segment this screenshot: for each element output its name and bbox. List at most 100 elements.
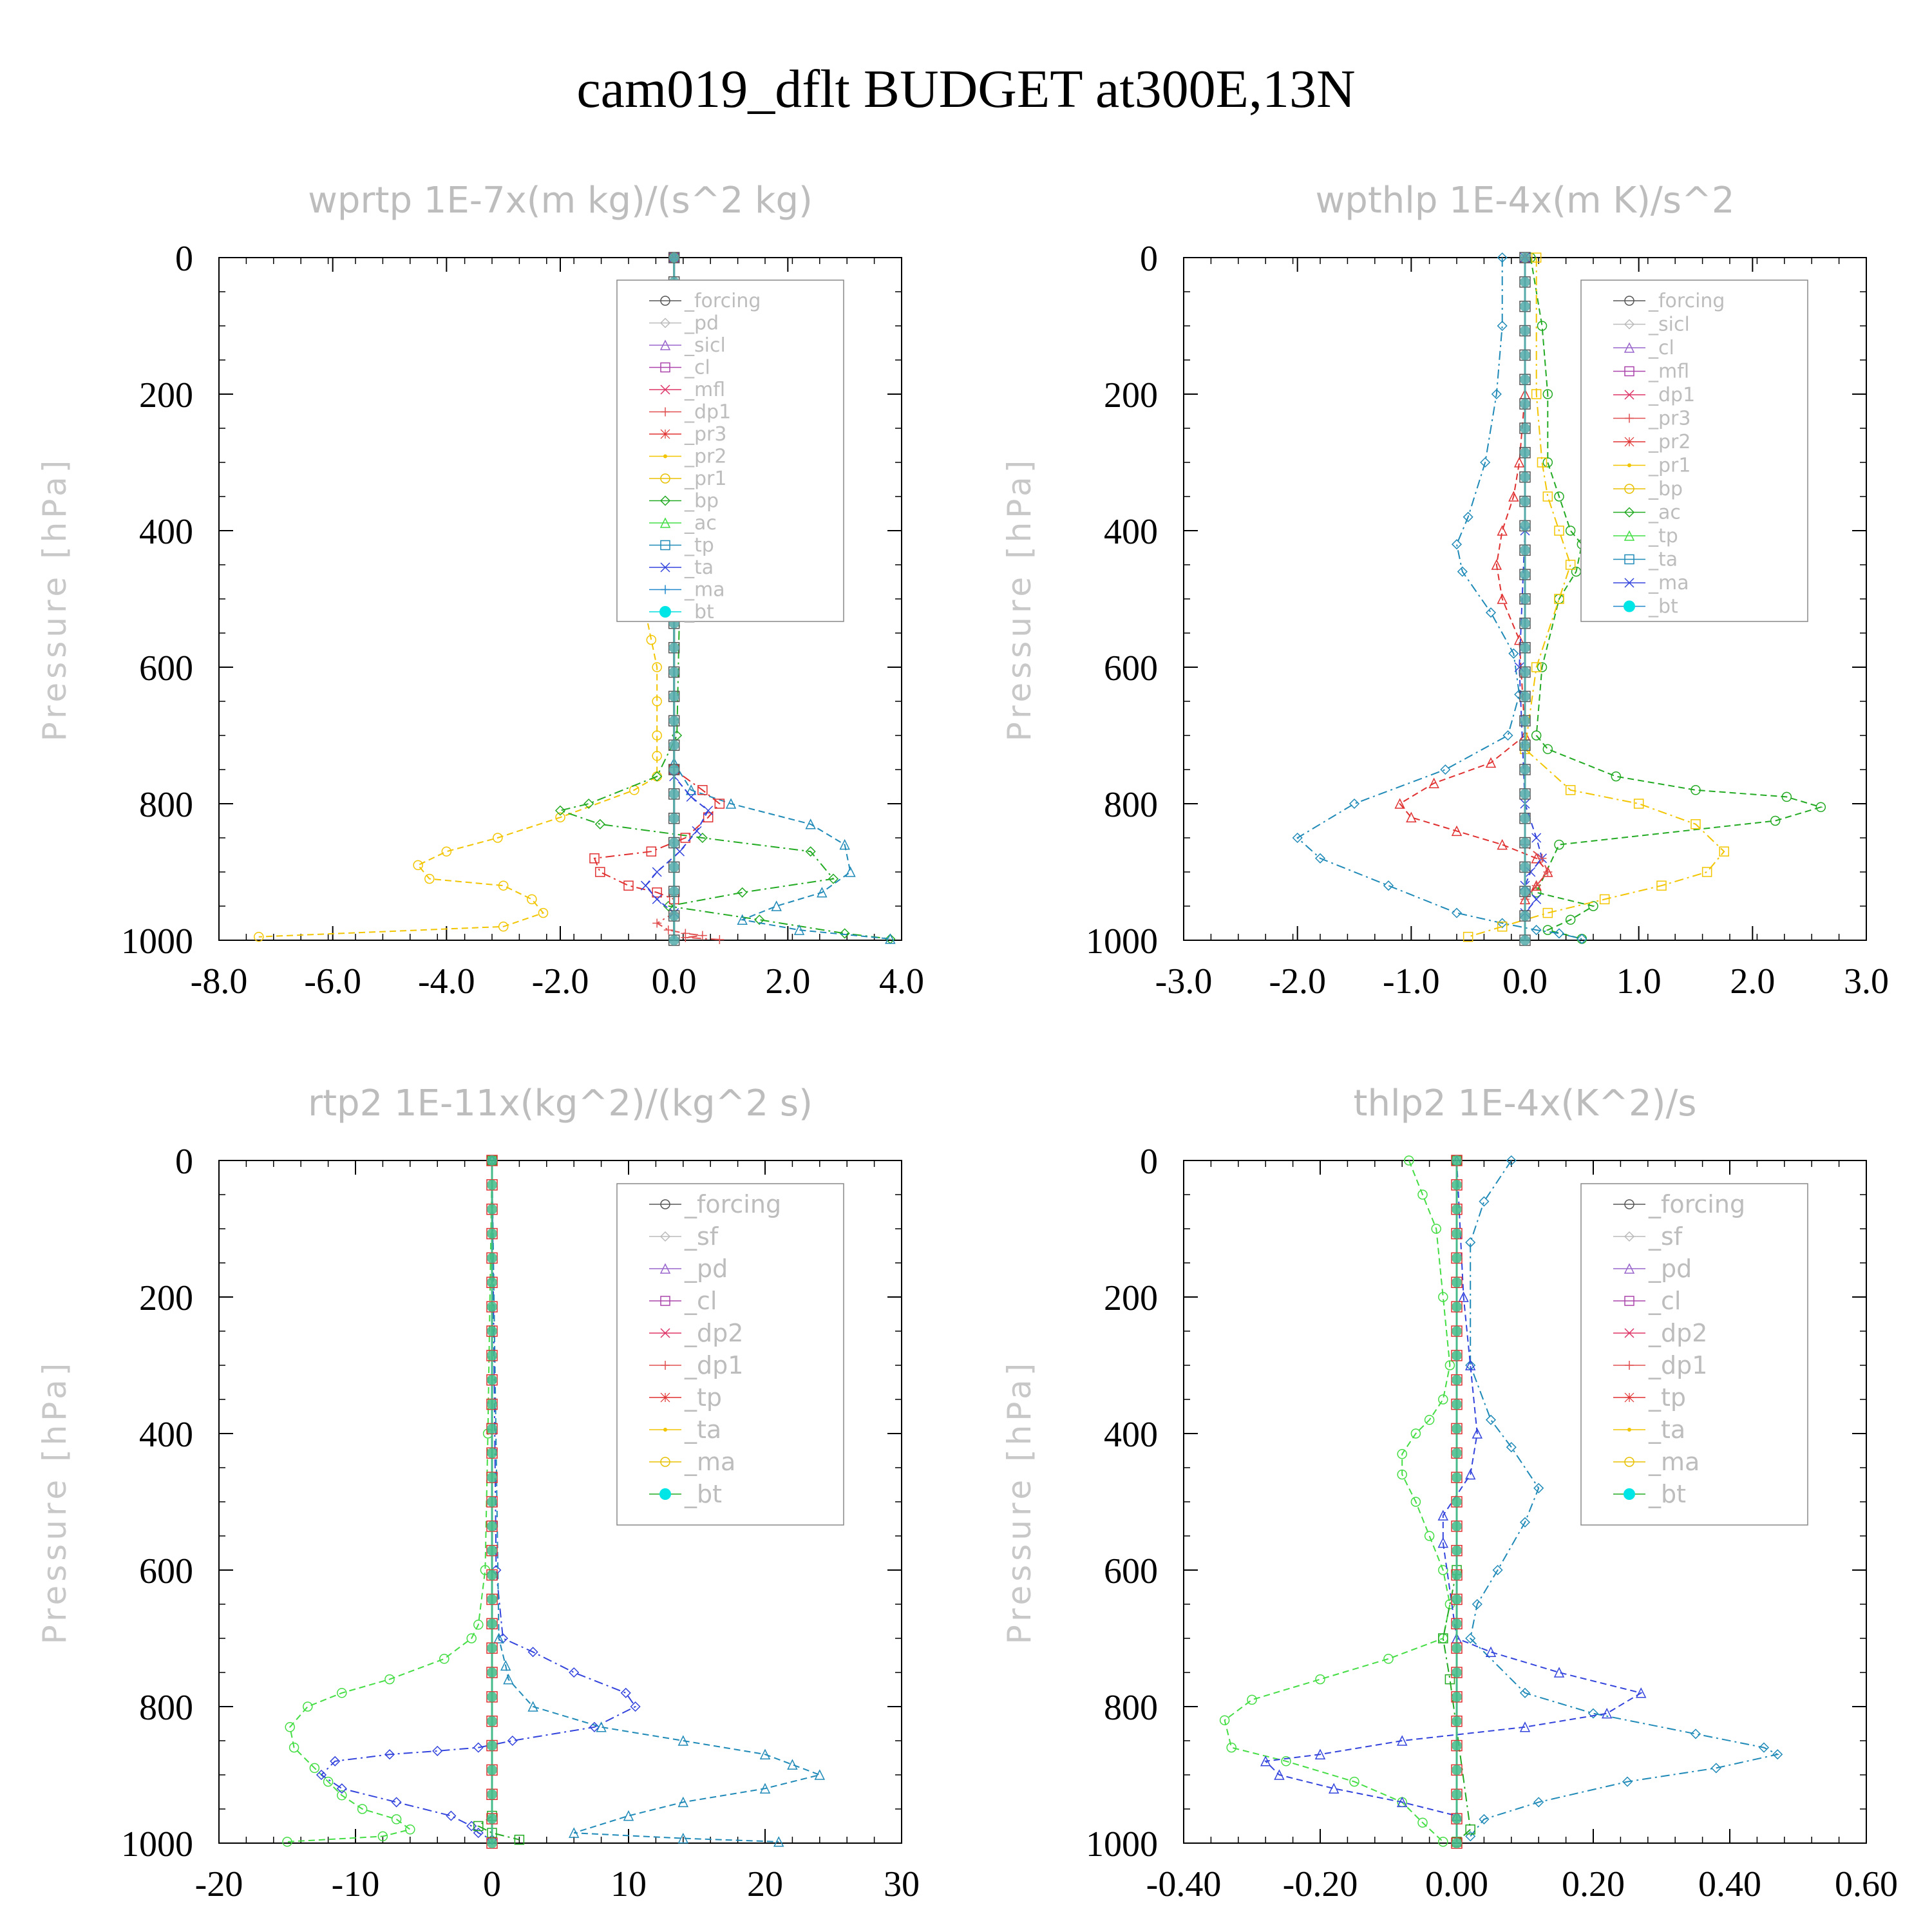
data-point-p0-5 — [583, 798, 594, 810]
data-point-p3-5 — [1506, 1442, 1517, 1453]
data-point-p2-4 — [569, 1667, 580, 1678]
legend-label: _pr2 — [684, 446, 726, 468]
x-tick-label: -2.0 — [1269, 961, 1326, 1001]
legend-box — [616, 279, 844, 622]
data-point-p3-2 — [1465, 1237, 1476, 1248]
data-point-p1-9 — [1485, 757, 1497, 768]
data-point-p3-6 — [1533, 1482, 1544, 1493]
data-point-p2-7 — [663, 1428, 667, 1432]
data-point-p0-11 — [660, 540, 670, 551]
legend-label: _pr3 — [1648, 408, 1690, 430]
legend-label: _bt — [1648, 596, 1678, 618]
data-point-p3-1 — [1624, 1231, 1635, 1242]
zero-marker — [487, 1350, 497, 1361]
data-point-p2-2 — [659, 1263, 671, 1274]
data-point-p1-11 — [1542, 744, 1553, 754]
legend-label: _bp — [684, 490, 719, 513]
data-point-p2-7 — [759, 1748, 771, 1759]
x-tick-label: 30 — [884, 1864, 920, 1904]
data-point-p1-19 — [1553, 928, 1565, 939]
zero-marker — [1452, 1545, 1462, 1556]
data-point-p1-22 — [1577, 934, 1587, 944]
zero-marker — [1452, 1520, 1462, 1531]
data-point-p2-8 — [660, 1457, 670, 1467]
zero-marker — [487, 1302, 497, 1312]
zero-marker — [1452, 1277, 1462, 1288]
y-tick-label: 200 — [139, 375, 193, 415]
data-point-p2-16 — [405, 1824, 415, 1835]
data-point-p3-6 — [1437, 1537, 1449, 1548]
y-axis-label: Pressure [hPa] — [36, 1359, 73, 1645]
data-point-p1-4 — [1463, 511, 1473, 522]
legend-marker — [659, 606, 671, 618]
data-point-p1-6 — [1497, 593, 1508, 604]
x-tick-label: -3.0 — [1155, 961, 1213, 1001]
zero-marker — [1520, 642, 1530, 653]
data-point-p0-7 — [646, 634, 657, 645]
legend-label: _forcing — [684, 290, 761, 312]
data-point-p1-20 — [1565, 914, 1576, 925]
data-point-p0-23 — [254, 931, 264, 942]
zero-marker — [1452, 1204, 1462, 1215]
zero-marker — [1520, 520, 1530, 531]
data-point-p2-0 — [660, 1199, 670, 1209]
data-point-p0-1 — [659, 317, 671, 328]
data-point-p1-4 — [1497, 525, 1508, 536]
zero-marker — [1452, 1838, 1462, 1848]
zero-marker — [1520, 276, 1530, 287]
legend-box — [1580, 279, 1808, 622]
zero-marker — [1452, 1448, 1462, 1459]
legend-label: _dp2 — [1648, 1319, 1707, 1347]
series-line-pr3 — [593, 258, 721, 900]
data-point-p0-7 — [817, 887, 828, 898]
panel-3: rtp2 1E-11x(kg^2)/(kg^2 s) Pressure [hPa]… — [36, 1083, 920, 1904]
data-point-p0-10 — [828, 873, 839, 884]
data-point-p0-18 — [424, 873, 435, 884]
data-point-p2-5 — [439, 1654, 450, 1664]
data-point-p0-9 — [659, 495, 671, 506]
data-point-p1-7 — [1531, 662, 1542, 672]
y-tick-label: 1000 — [121, 922, 193, 961]
legend-label: _tp — [684, 1383, 722, 1412]
data-point-p3-3 — [1624, 1296, 1634, 1306]
zero-marker — [1520, 740, 1530, 751]
x-tick-label: -1.0 — [1383, 961, 1440, 1001]
data-point-p0-10 — [652, 730, 662, 741]
y-tick-label: 200 — [139, 1278, 193, 1318]
zero-marker — [487, 1253, 497, 1264]
data-point-p0-7 — [715, 934, 724, 944]
y-tick-label: 0 — [1140, 239, 1158, 279]
data-point-p2-8 — [507, 1735, 518, 1747]
legend-label: _ta — [1648, 549, 1678, 571]
data-point-p0-13 — [661, 585, 670, 594]
zero-marker — [668, 252, 679, 263]
zero-marker — [487, 1814, 497, 1824]
data-point-p0-10 — [793, 924, 805, 935]
zero-marker — [668, 886, 679, 897]
x-tick-label: -0.20 — [1283, 1864, 1358, 1904]
zero-marker — [1520, 715, 1530, 726]
series-line-tp — [1296, 258, 1582, 940]
zero-marker — [1520, 399, 1530, 410]
data-point-p2-6 — [677, 1735, 689, 1746]
data-point-p2-13 — [316, 1769, 327, 1781]
data-point-p2-3 — [503, 1673, 514, 1685]
zero-marker — [1520, 350, 1530, 361]
data-point-p0-12 — [660, 562, 670, 573]
zero-marker — [1452, 1789, 1462, 1800]
data-point-p1-16 — [1542, 907, 1553, 918]
zero-marker — [1452, 1740, 1462, 1751]
zero-marker — [1452, 1716, 1462, 1727]
legend-label: _cl — [684, 1287, 717, 1315]
data-point-p3-16 — [1315, 1674, 1325, 1685]
data-point-p1-10 — [1502, 730, 1513, 741]
zero-marker — [487, 1716, 497, 1727]
data-point-p1-18 — [1463, 931, 1473, 942]
data-point-p0-8 — [660, 473, 670, 484]
data-point-p0-12 — [663, 900, 674, 912]
data-point-p2-17 — [466, 1821, 477, 1832]
zero-marker — [1520, 423, 1530, 433]
data-point-p0-6 — [554, 805, 566, 816]
data-point-p0-9 — [737, 914, 748, 925]
data-point-p3-1 — [1479, 1196, 1490, 1207]
